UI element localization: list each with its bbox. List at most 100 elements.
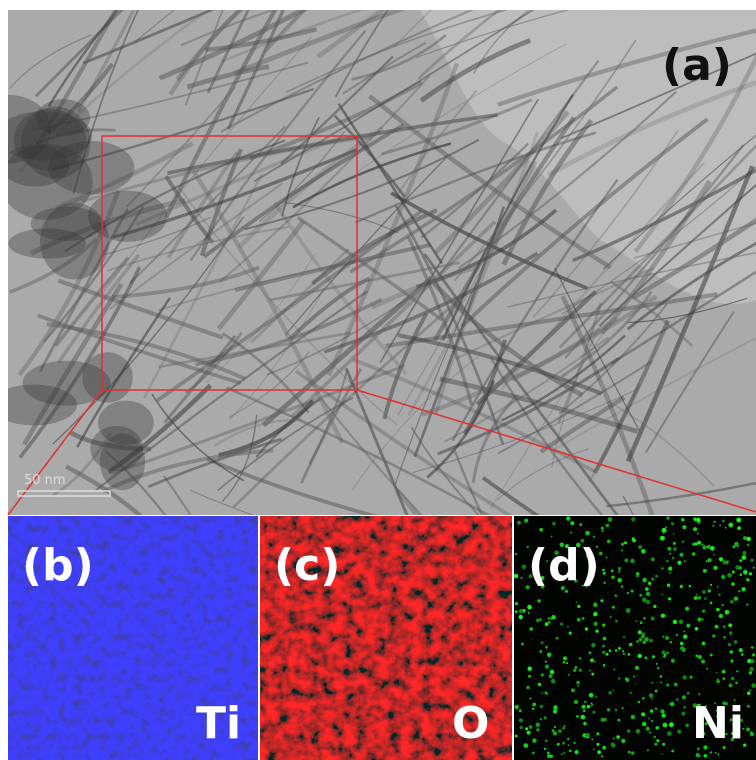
ni-dot xyxy=(702,610,705,613)
ni-dot xyxy=(723,625,726,628)
ni-dot xyxy=(556,637,559,640)
ni-dot xyxy=(676,698,679,701)
ni-dot xyxy=(713,566,717,570)
ni-dot xyxy=(692,552,695,555)
ni-dot xyxy=(566,662,568,664)
ni-dot xyxy=(519,709,522,712)
ni-dot xyxy=(695,655,698,658)
ni-dot xyxy=(716,608,720,612)
ni-dot xyxy=(665,526,667,528)
ni-dot xyxy=(553,705,557,709)
ni-dot xyxy=(635,666,639,670)
ni-dot xyxy=(706,560,708,562)
ni-dot xyxy=(638,654,642,658)
ni-dot xyxy=(638,545,642,549)
ni-dot xyxy=(621,543,624,546)
ni-dot xyxy=(626,608,631,613)
ni-dot xyxy=(596,696,598,698)
ni-dot xyxy=(532,738,536,742)
ni-dot xyxy=(731,677,735,681)
ni-dot xyxy=(693,527,697,531)
panel-label: (b) xyxy=(22,540,94,591)
ni-dot xyxy=(655,690,658,693)
panel-c: (c) O xyxy=(260,516,512,760)
ni-dot xyxy=(536,728,539,731)
ni-dot xyxy=(669,722,674,727)
ni-dot xyxy=(541,641,544,644)
ni-dot xyxy=(670,641,672,643)
ni-dot xyxy=(693,518,696,521)
ni-dot xyxy=(712,634,716,638)
ni-dot xyxy=(517,521,521,525)
ni-dot xyxy=(681,712,685,716)
ni-dot xyxy=(622,707,624,709)
ni-dot xyxy=(630,692,632,694)
panel-label: (c) xyxy=(274,540,340,591)
ni-dot xyxy=(597,750,601,754)
ni-dot xyxy=(566,516,571,521)
ni-dot xyxy=(649,693,653,697)
ni-dot xyxy=(631,751,634,754)
ni-dot xyxy=(563,661,566,664)
ni-dot xyxy=(571,688,575,692)
ni-dot xyxy=(719,614,723,618)
ni-dot xyxy=(702,544,704,546)
ni-dot xyxy=(650,709,654,713)
ni-dot xyxy=(558,729,562,733)
ni-dot xyxy=(660,536,665,541)
ni-dot xyxy=(589,670,591,672)
ni-dot xyxy=(668,597,671,600)
ni-dot xyxy=(576,715,579,718)
ni-dot xyxy=(662,528,667,533)
ni-dot xyxy=(704,754,708,758)
ni-dot xyxy=(727,561,729,563)
ni-dot xyxy=(736,670,738,672)
ni-dot xyxy=(738,590,740,592)
ni-dot xyxy=(679,620,683,624)
ni-dot xyxy=(680,585,683,588)
panel-b: (b) Ti xyxy=(8,516,258,760)
ni-dot xyxy=(698,655,702,659)
ni-dot xyxy=(612,606,615,609)
ni-dot xyxy=(702,590,705,593)
ni-dot xyxy=(751,683,756,688)
ni-dot xyxy=(593,612,597,616)
ni-dot xyxy=(579,657,582,660)
element-label: Ti xyxy=(196,698,241,749)
ni-dot xyxy=(545,692,547,694)
ni-dot xyxy=(579,523,582,526)
ni-dot xyxy=(601,527,604,530)
ni-dot xyxy=(570,532,572,534)
ni-dot xyxy=(742,587,746,591)
figure: (a) 50 nm (b) Ti (c) O (d) Ni xyxy=(0,0,756,760)
ni-dot xyxy=(750,559,753,562)
ni-dot xyxy=(579,669,582,672)
ni-dot xyxy=(667,584,670,587)
ni-dot xyxy=(562,727,564,729)
ni-dot xyxy=(636,640,639,643)
ni-dot xyxy=(647,749,649,751)
ni-dot xyxy=(737,526,741,530)
ni-dot xyxy=(574,700,578,704)
ni-dot xyxy=(551,536,553,538)
ni-dot xyxy=(652,655,655,658)
ni-dot xyxy=(662,651,666,655)
ni-dot xyxy=(712,525,714,527)
ni-dot xyxy=(689,585,691,587)
ni-dot xyxy=(602,645,604,647)
ni-dot xyxy=(569,750,571,752)
ni-dot xyxy=(662,636,664,638)
ni-dot xyxy=(710,584,712,586)
ni-dot xyxy=(602,569,605,572)
ni-dot xyxy=(590,658,594,662)
ni-dot xyxy=(615,620,618,623)
ni-dot xyxy=(524,519,528,523)
ni-dot xyxy=(749,671,752,674)
ni-dot xyxy=(577,618,581,622)
ni-dot xyxy=(552,522,556,526)
ni-dot xyxy=(722,670,725,673)
ni-dot xyxy=(717,626,719,628)
ni-dot xyxy=(621,739,625,743)
ni-dot xyxy=(700,619,703,622)
element-label: O xyxy=(452,698,489,749)
